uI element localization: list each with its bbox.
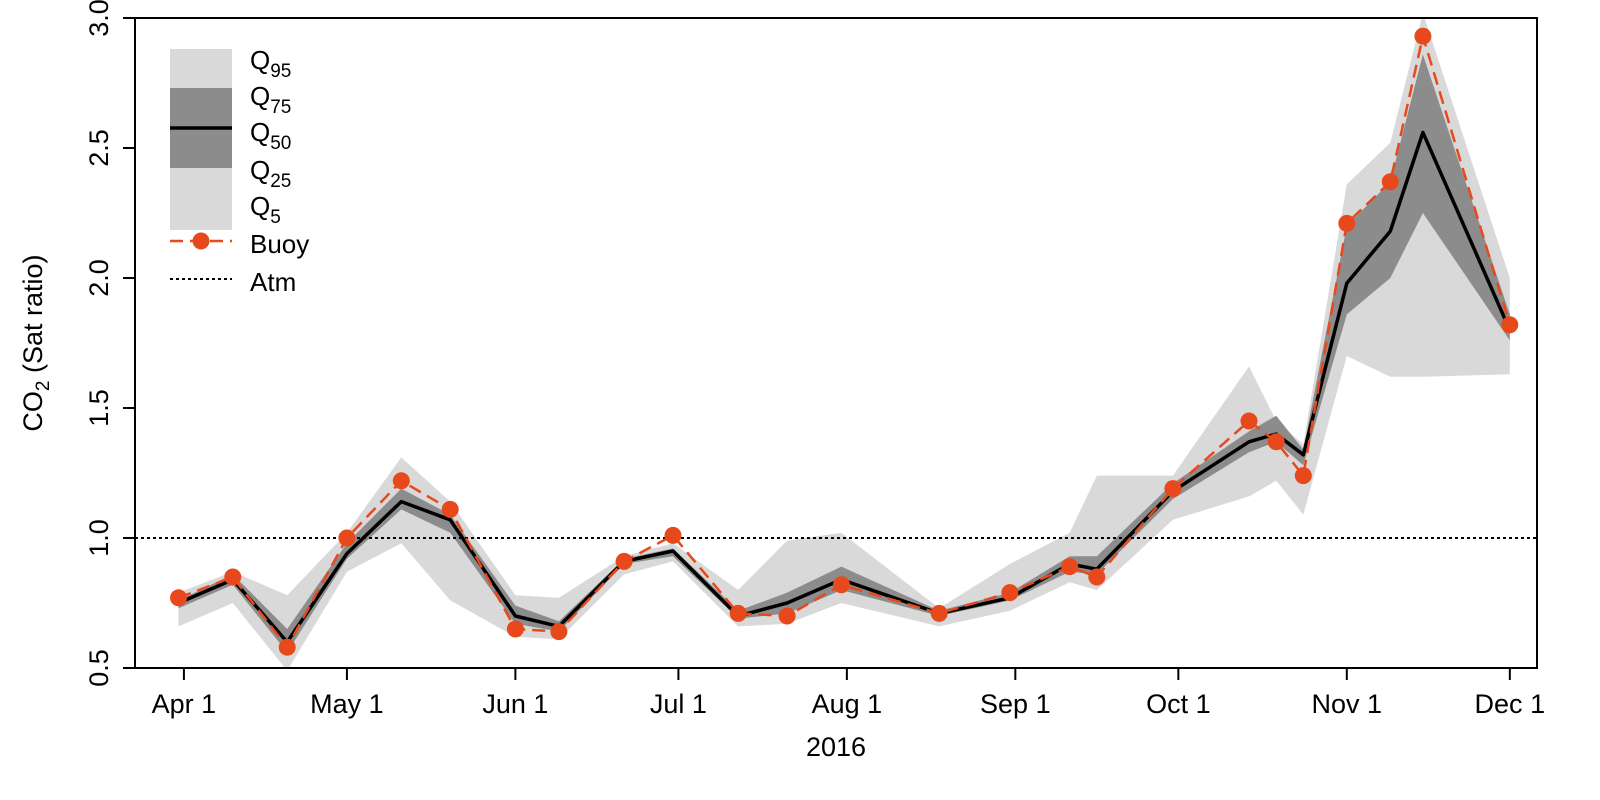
y-tick-label: 2.0 (84, 259, 114, 297)
y-tick-label: 0.5 (84, 649, 114, 687)
legend-label: Q75 (250, 81, 291, 118)
y-axis-label-base: CO (18, 391, 48, 432)
legend-label: Atm (250, 267, 296, 297)
x-tick-label: Oct 1 (1146, 689, 1211, 719)
x-tick-label: Aug 1 (812, 689, 883, 719)
buoy-point (550, 623, 568, 641)
legend-label-base: Atm (250, 267, 296, 297)
y-axis-label-suffix: (Sat ratio) (18, 254, 48, 380)
y-tick-label: 1.5 (84, 389, 114, 427)
y-axis-label: CO2 (Sat ratio) (18, 254, 54, 431)
y-axis: 0.5 1.0 1.5 2.0 2.5 3.0 (84, 0, 135, 687)
x-tick-label: Nov 1 (1312, 689, 1383, 719)
buoy-point (506, 620, 524, 638)
legend-label-base: Q (250, 117, 270, 147)
buoy-point (1001, 584, 1019, 602)
buoy-point (1294, 467, 1312, 485)
buoy-point (778, 607, 796, 625)
buoy-point (338, 529, 356, 547)
buoy-point (278, 638, 296, 656)
x-axis: Apr 1 May 1 Jun 1 Jul 1 Aug 1 Sep 1 Oct 1 Nov 1… (152, 668, 1545, 719)
x-axis-label: 2016 (806, 732, 866, 762)
legend-label-base: Q (250, 45, 270, 75)
buoy-point (441, 500, 459, 518)
buoy-point (1414, 27, 1432, 45)
legend-label: Q25 (250, 155, 291, 192)
y-axis-label-subscript: 2 (33, 380, 54, 391)
buoy-point (1240, 412, 1258, 430)
x-tick-label: Apr 1 (152, 689, 217, 719)
legend-label-subscript: 75 (270, 97, 291, 118)
y-tick-label: 2.5 (84, 129, 114, 167)
x-tick-label: Jul 1 (650, 689, 707, 719)
legend-buoy-point-swatch (192, 232, 210, 250)
buoy-point (1164, 480, 1182, 498)
buoy-point (1088, 568, 1106, 586)
buoy-point (1501, 316, 1519, 334)
x-tick-label: Sep 1 (980, 689, 1051, 719)
legend-label-subscript: 50 (270, 133, 291, 154)
legend-label: Q95 (250, 45, 291, 82)
legend-label-base: Q (250, 81, 270, 111)
legend-label: Buoy (250, 229, 309, 259)
x-tick-label: Jun 1 (482, 689, 548, 719)
buoy-point (1381, 173, 1399, 191)
legend-label: Q50 (250, 117, 291, 154)
buoy-point (729, 604, 747, 622)
legend-label-subscript: 25 (270, 171, 291, 192)
buoy-point (170, 589, 187, 607)
legend-label: Q5 (250, 191, 281, 228)
x-tick-label: Dec 1 (1475, 689, 1546, 719)
legend-label-subscript: 5 (270, 207, 281, 228)
buoy-point (664, 526, 682, 544)
buoy-point (832, 576, 850, 594)
buoy-point (392, 472, 410, 490)
buoy-series (170, 27, 1519, 656)
buoy-point (1338, 214, 1356, 232)
legend-label-subscript: 95 (270, 61, 291, 82)
buoy-point (930, 604, 948, 622)
buoy-point (615, 552, 633, 570)
legend-label-base: Buoy (250, 229, 309, 259)
q5-q95-band (178, 18, 1510, 668)
plot-frame (134, 17, 1538, 669)
legend-label-base: Q (250, 155, 270, 185)
buoy-point (224, 568, 242, 586)
quantile-bands (178, 18, 1510, 668)
y-tick-label: 1.0 (84, 519, 114, 557)
buoy-point (1061, 558, 1079, 576)
y-tick-label: 3.0 (84, 0, 114, 37)
buoy-point (1267, 433, 1285, 451)
x-tick-label: May 1 (310, 689, 384, 719)
legend-label-base: Q (250, 191, 270, 221)
